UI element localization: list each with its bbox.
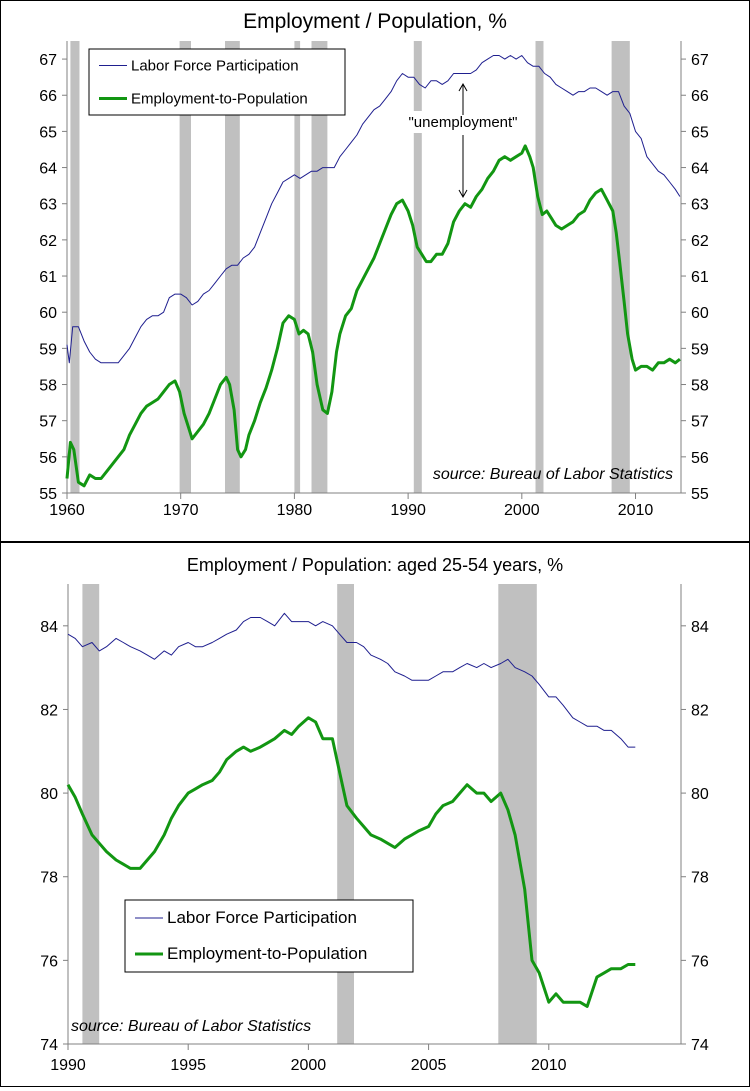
y-tick-label-right: 80 — [691, 786, 709, 803]
y-tick-label-left: 65 — [39, 124, 57, 141]
x-tick-label: 1960 — [49, 502, 85, 519]
y-tick-label-right: 56 — [691, 450, 709, 467]
chart-title: Employment / Population, % — [243, 10, 507, 33]
legend-label-lfp: Labor Force Participation — [131, 58, 299, 75]
y-tick-label-right: 78 — [691, 870, 709, 887]
x-tick-label: 2000 — [291, 1057, 327, 1074]
recession-band — [70, 41, 80, 493]
top-chart-panel: 55 55 56 56 57 57 58 58 59 59 60 60 61 61 62 62 63 63 64 64… — [39, 10, 709, 519]
recession-band — [535, 41, 544, 493]
legend-box — [124, 899, 414, 973]
legend-label-lfp: Labor Force Participation — [167, 908, 357, 927]
y-tick-label-right: 55 — [691, 486, 709, 503]
y-tick-label-left: 56 — [39, 450, 57, 467]
x-tick-label: 2010 — [618, 502, 654, 519]
y-tick-label-right: 63 — [691, 197, 709, 214]
chart-title: Employment / Population: aged 25-54 year… — [187, 555, 563, 575]
x-tick-label: 1990 — [390, 502, 426, 519]
y-tick-label-left: 66 — [39, 88, 57, 105]
source-note: source: Bureau of Labor Statistics — [71, 1018, 311, 1035]
x-tick-label: 2005 — [411, 1057, 447, 1074]
y-tick-label-left: 58 — [39, 378, 57, 395]
annotation-arrowhead — [458, 189, 468, 199]
y-tick-label-left: 76 — [40, 953, 58, 970]
y-tick-label-right: 60 — [691, 305, 709, 322]
bottom-chart-panel: 74 74 76 76 78 78 80 80 82 82 84 84 1990 1995 2000 2005… — [40, 555, 709, 1074]
x-tick-label: 1980 — [277, 502, 313, 519]
x-tick-label: 1970 — [163, 502, 199, 519]
annotation-bg — [397, 111, 529, 133]
y-tick-label-right: 67 — [691, 52, 709, 69]
annotation-label: "unemployment" — [408, 114, 517, 131]
series-line-lfp — [66, 55, 681, 364]
y-tick-label-right: 76 — [691, 953, 709, 970]
y-tick-label-right: 61 — [691, 269, 709, 286]
y-tick-label-left: 74 — [40, 1037, 58, 1054]
y-tick-label-left: 55 — [39, 486, 57, 503]
annotation-arrowhead — [458, 82, 468, 92]
recession-band — [413, 41, 422, 493]
y-tick-label-right: 84 — [691, 619, 709, 636]
series-line-emp — [65, 144, 681, 488]
y-tick-label-right: 57 — [691, 414, 709, 431]
x-tick-label: 2000 — [504, 502, 540, 519]
legend-box — [88, 48, 346, 116]
y-tick-label-right: 74 — [691, 1037, 709, 1054]
recession-band — [179, 41, 191, 493]
y-tick-label-left: 57 — [39, 414, 57, 431]
legend-label-emp: Employment-to-Population — [131, 91, 308, 108]
recession-band — [82, 584, 100, 1044]
x-tick-label: 1990 — [50, 1057, 86, 1074]
y-tick-label-left: 61 — [39, 269, 57, 286]
y-tick-label-left: 80 — [40, 786, 58, 803]
y-tick-label-left: 60 — [39, 305, 57, 322]
y-tick-label-left: 78 — [40, 870, 58, 887]
y-tick-label-right: 82 — [691, 702, 709, 719]
recession-band — [498, 584, 537, 1044]
y-tick-label-left: 64 — [39, 161, 57, 178]
y-tick-label-left: 63 — [39, 197, 57, 214]
y-tick-label-left: 84 — [40, 619, 58, 636]
y-tick-label-left: 62 — [39, 233, 57, 250]
recession-band — [294, 41, 301, 493]
y-tick-label-right: 64 — [691, 161, 709, 178]
y-tick-label-right: 62 — [691, 233, 709, 250]
y-tick-label-right: 58 — [691, 378, 709, 395]
y-tick-label-left: 59 — [39, 341, 57, 358]
x-tick-label: 2010 — [531, 1057, 567, 1074]
y-tick-label-left: 67 — [39, 52, 57, 69]
y-tick-label-right: 65 — [691, 124, 709, 141]
legend-label-emp: Employment-to-Population — [167, 944, 367, 963]
y-tick-label-right: 66 — [691, 88, 709, 105]
y-tick-label-right: 59 — [691, 341, 709, 358]
x-tick-label: 1995 — [170, 1057, 206, 1074]
series-line-emp — [66, 716, 636, 1008]
y-tick-label-left: 82 — [40, 702, 58, 719]
source-note: source: Bureau of Labor Statistics — [433, 466, 673, 483]
series-line-lfp — [67, 612, 636, 748]
